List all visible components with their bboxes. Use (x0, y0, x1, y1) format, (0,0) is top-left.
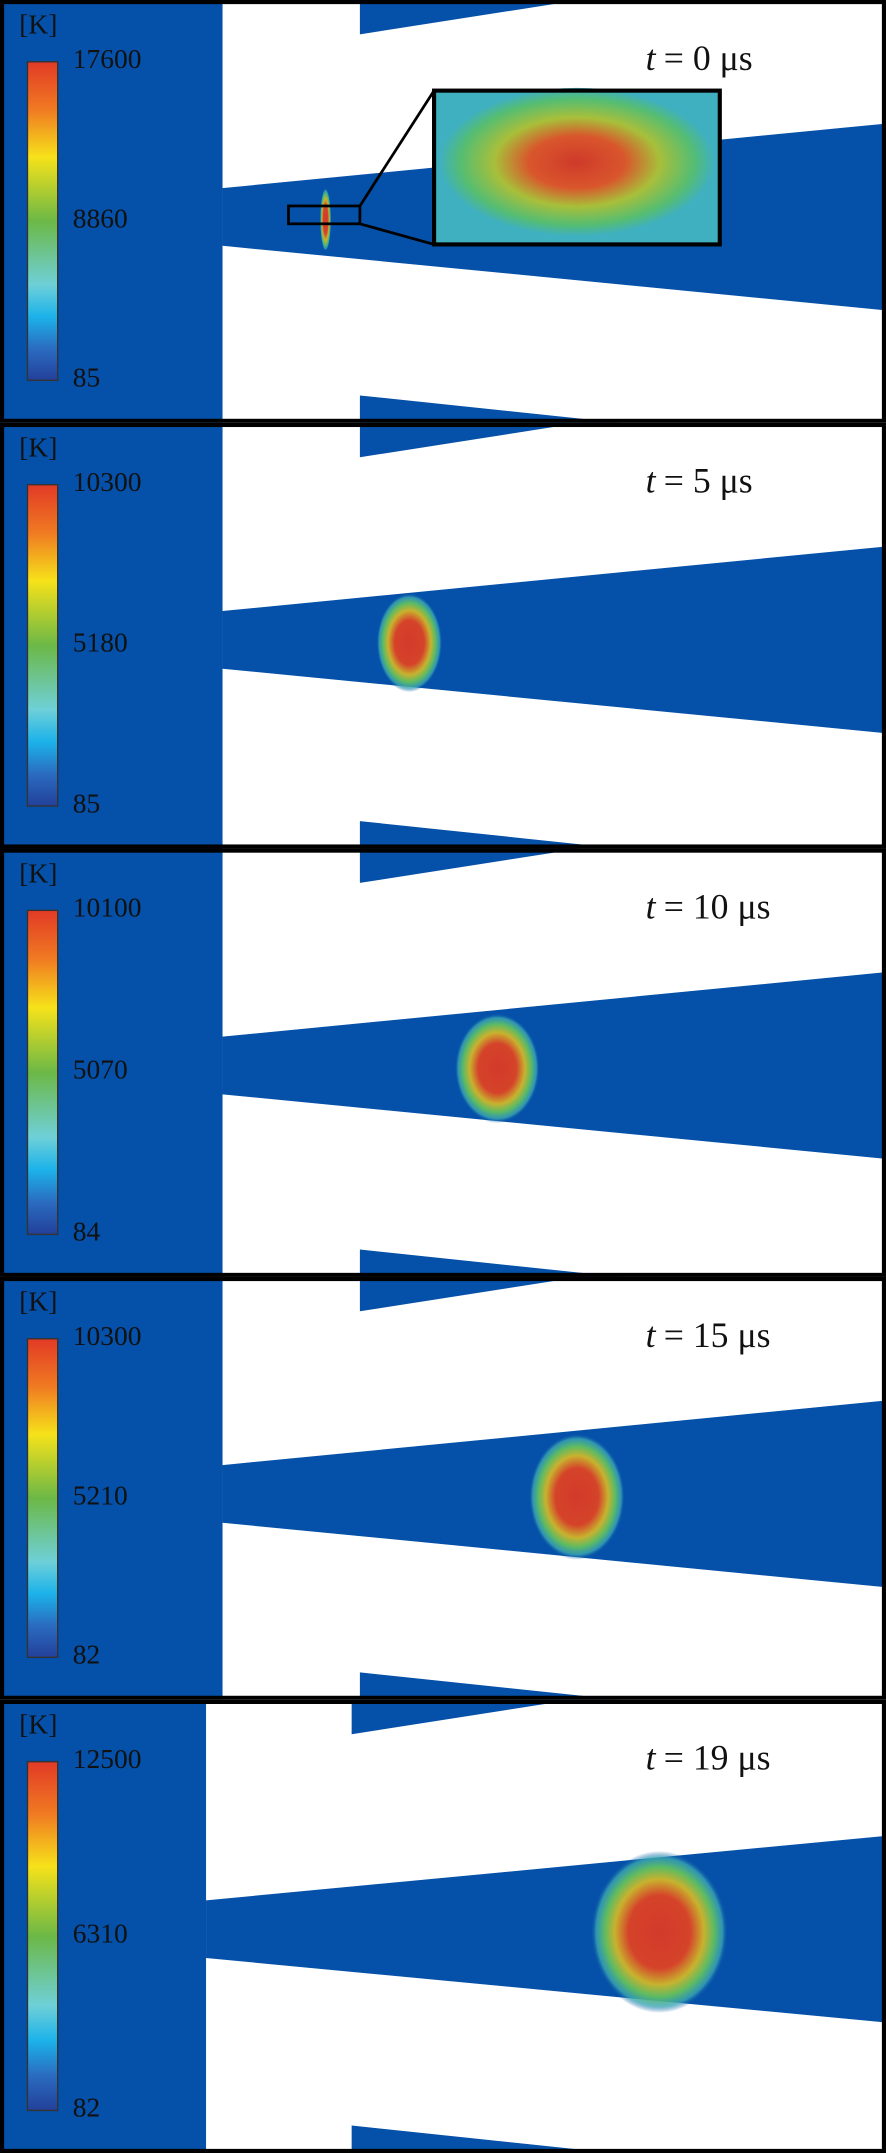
zoom-line (358, 89, 436, 207)
colorbar (26, 1338, 59, 1659)
upper-electrode (359, 422, 580, 458)
panel-border (0, 0, 886, 423)
colorbar-tick-label: 10300 (73, 467, 142, 497)
plasma (320, 188, 332, 252)
panel: [K] 10300 5210 82 t = 15 μs (0, 1276, 886, 1700)
time-symbol: t (646, 461, 657, 501)
plasma (454, 1013, 540, 1124)
panel: [K] 10100 5070 84 t = 10 μs (0, 848, 886, 1277)
time-label: t = 5 μs (646, 461, 753, 501)
panel-border (0, 422, 886, 849)
time-label: t = 0 μs (646, 38, 753, 78)
colorbar-tick-label: 82 (73, 1640, 100, 1670)
colorbar-tick-label: 17600 (73, 44, 142, 74)
colorbar (26, 61, 59, 382)
colorbar (26, 484, 59, 807)
channel (222, 546, 886, 734)
colorbar-tick-label: 10300 (73, 1321, 142, 1351)
time-symbol: t (646, 1315, 657, 1355)
colorbar-tick-label: 5210 (73, 1480, 128, 1510)
plasma (376, 593, 443, 693)
inset-plasma (439, 87, 715, 237)
time-label: t = 19 μs (646, 1738, 771, 1778)
upper-electrode (359, 0, 580, 35)
colorbar-tick-label: 6310 (73, 1918, 128, 1948)
time-symbol: t (646, 1738, 657, 1778)
zoom-line (359, 222, 435, 246)
colorbar-tick-label: 5070 (73, 1055, 128, 1085)
panel: [K] 17600 8860 85 t = 0 μs (0, 0, 886, 423)
colorbar-tick-label: 8860 (73, 203, 128, 233)
colorbar-tick-label: 82 (73, 2093, 100, 2123)
time-symbol: t (646, 38, 657, 78)
panel: [K] 10300 5180 85 t = 5 μs (0, 422, 886, 849)
zoom-box (287, 204, 362, 226)
colorbar-tick-label: 85 (73, 363, 100, 393)
colorbar-unit: [K] (19, 10, 57, 40)
colorbar-unit: [K] (19, 1710, 57, 1740)
colorbar (26, 1760, 59, 2112)
panel-border (0, 1699, 886, 2153)
time-value: = 19 μs (664, 1738, 771, 1778)
colorbar-tick-label: 84 (73, 1217, 101, 1247)
plasma (528, 1433, 626, 1560)
colorbar-tick-label: 10100 (73, 893, 142, 923)
time-label: t = 15 μs (646, 1315, 771, 1355)
colorbar-tick-label: 5180 (73, 628, 128, 658)
panel-border (0, 1276, 886, 1700)
colorbar-unit: [K] (19, 433, 57, 463)
panel: [K] 12500 6310 82 t = 19 μs (0, 1699, 886, 2153)
inset-frame (432, 88, 722, 247)
time-value: = 0 μs (664, 38, 753, 78)
time-label: t = 10 μs (646, 887, 771, 927)
upper-electrode (351, 1699, 572, 1735)
time-symbol: t (646, 887, 657, 927)
colorbar-tick-label: 12500 (73, 1744, 142, 1774)
colorbar (26, 909, 59, 1236)
time-value: = 15 μs (664, 1315, 771, 1355)
colorbar-unit: [K] (19, 858, 57, 888)
plasma (590, 1850, 729, 2013)
time-value: = 10 μs (664, 887, 771, 927)
upper-electrode (359, 848, 580, 883)
upper-electrode (359, 1276, 580, 1312)
panel-border (0, 848, 886, 1277)
time-value: = 5 μs (664, 461, 753, 501)
colorbar-unit: [K] (19, 1287, 57, 1317)
channel (222, 972, 886, 1159)
colorbar-tick-label: 85 (73, 788, 100, 818)
